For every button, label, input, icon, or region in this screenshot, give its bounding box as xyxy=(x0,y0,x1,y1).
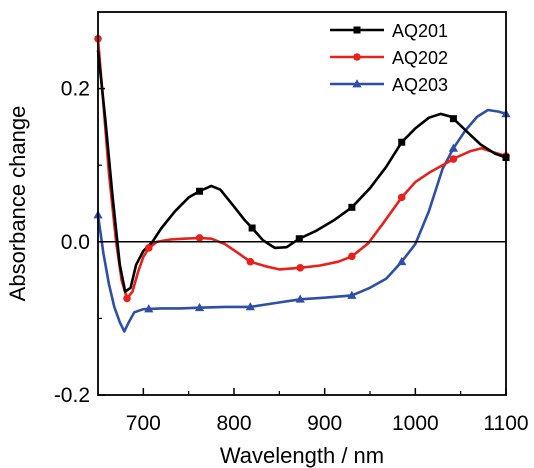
x-tick-label: 800 xyxy=(216,412,251,435)
axis-ticks xyxy=(98,87,507,396)
series-line-aq201 xyxy=(96,50,507,293)
data-point-aq201 xyxy=(348,203,356,211)
legend: AQ201 AQ202 AQ203 xyxy=(330,21,448,95)
data-point-aq203 xyxy=(295,294,305,303)
x-tick-label: 700 xyxy=(126,412,161,435)
data-point-aq203 xyxy=(397,256,407,266)
data-point-aq202 xyxy=(195,234,204,242)
plot-frame xyxy=(97,11,507,396)
data-point-aq202 xyxy=(397,193,406,202)
x-tick-label: 900 xyxy=(307,412,342,435)
data-point-aq203 xyxy=(347,290,357,299)
x-tick-label: 1100 xyxy=(483,412,528,435)
legend-label-aq203: AQ203 xyxy=(392,75,448,95)
y-tick-labels: -0.2 0.0 0.2 xyxy=(54,78,90,407)
x-tick-label: 1000 xyxy=(392,412,439,435)
data-point-aq201 xyxy=(196,187,204,195)
series-line-aq203 xyxy=(96,108,507,333)
y-tick-label: 0.2 xyxy=(61,78,90,101)
x-tick-labels: 700 800 900 1000 1100 xyxy=(126,412,529,435)
data-point-aq201 xyxy=(295,235,303,243)
y-axis-title: Absorbance change xyxy=(5,106,30,302)
data-point-aq202 xyxy=(246,257,255,266)
data-point-aq201 xyxy=(398,138,406,146)
legend-label-aq202: AQ202 xyxy=(392,48,448,68)
y-tick-label: -0.2 xyxy=(54,384,90,407)
data-point-aq202 xyxy=(144,244,153,252)
x-axis-title: Wavelength / nm xyxy=(220,443,384,468)
data-point-aq203 xyxy=(194,302,205,312)
legend-marker-aq201 xyxy=(353,26,361,34)
data-point-aq203 xyxy=(245,302,255,311)
data-point-aq202 xyxy=(123,294,131,303)
data-point-aq201 xyxy=(248,224,256,232)
data-point-aq201 xyxy=(449,115,457,123)
data-point-aq202 xyxy=(449,155,458,163)
legend-marker-aq202 xyxy=(353,53,361,61)
data-point-aq203 xyxy=(144,304,154,313)
data-point-aq203 xyxy=(448,143,459,152)
data-point-aq202 xyxy=(296,264,304,272)
legend-label-aq201: AQ201 xyxy=(392,21,448,41)
data-point-aq202 xyxy=(348,252,356,261)
legend-marker-aq203 xyxy=(352,79,362,88)
y-tick-label: 0.0 xyxy=(61,231,90,254)
